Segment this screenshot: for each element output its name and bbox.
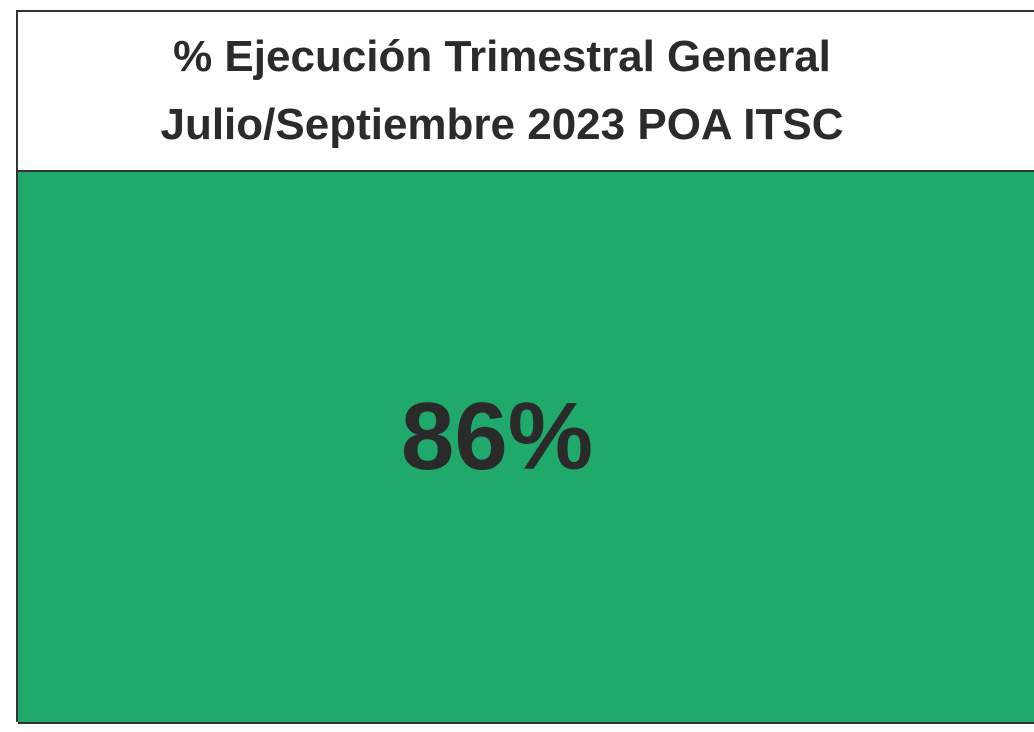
title-line: % Ejecución Trimestral General — [173, 32, 831, 81]
table: % Ejecución Trimestral General Julio/Sep… — [16, 10, 1034, 724]
title-line: Julio/Septiembre 2023 POA ITSC — [160, 100, 844, 149]
value: 86% — [400, 383, 594, 490]
value-cell: 86% — [18, 172, 1034, 724]
header: % Ejecución Trimestral General Julio/Sep… — [18, 12, 1034, 172]
